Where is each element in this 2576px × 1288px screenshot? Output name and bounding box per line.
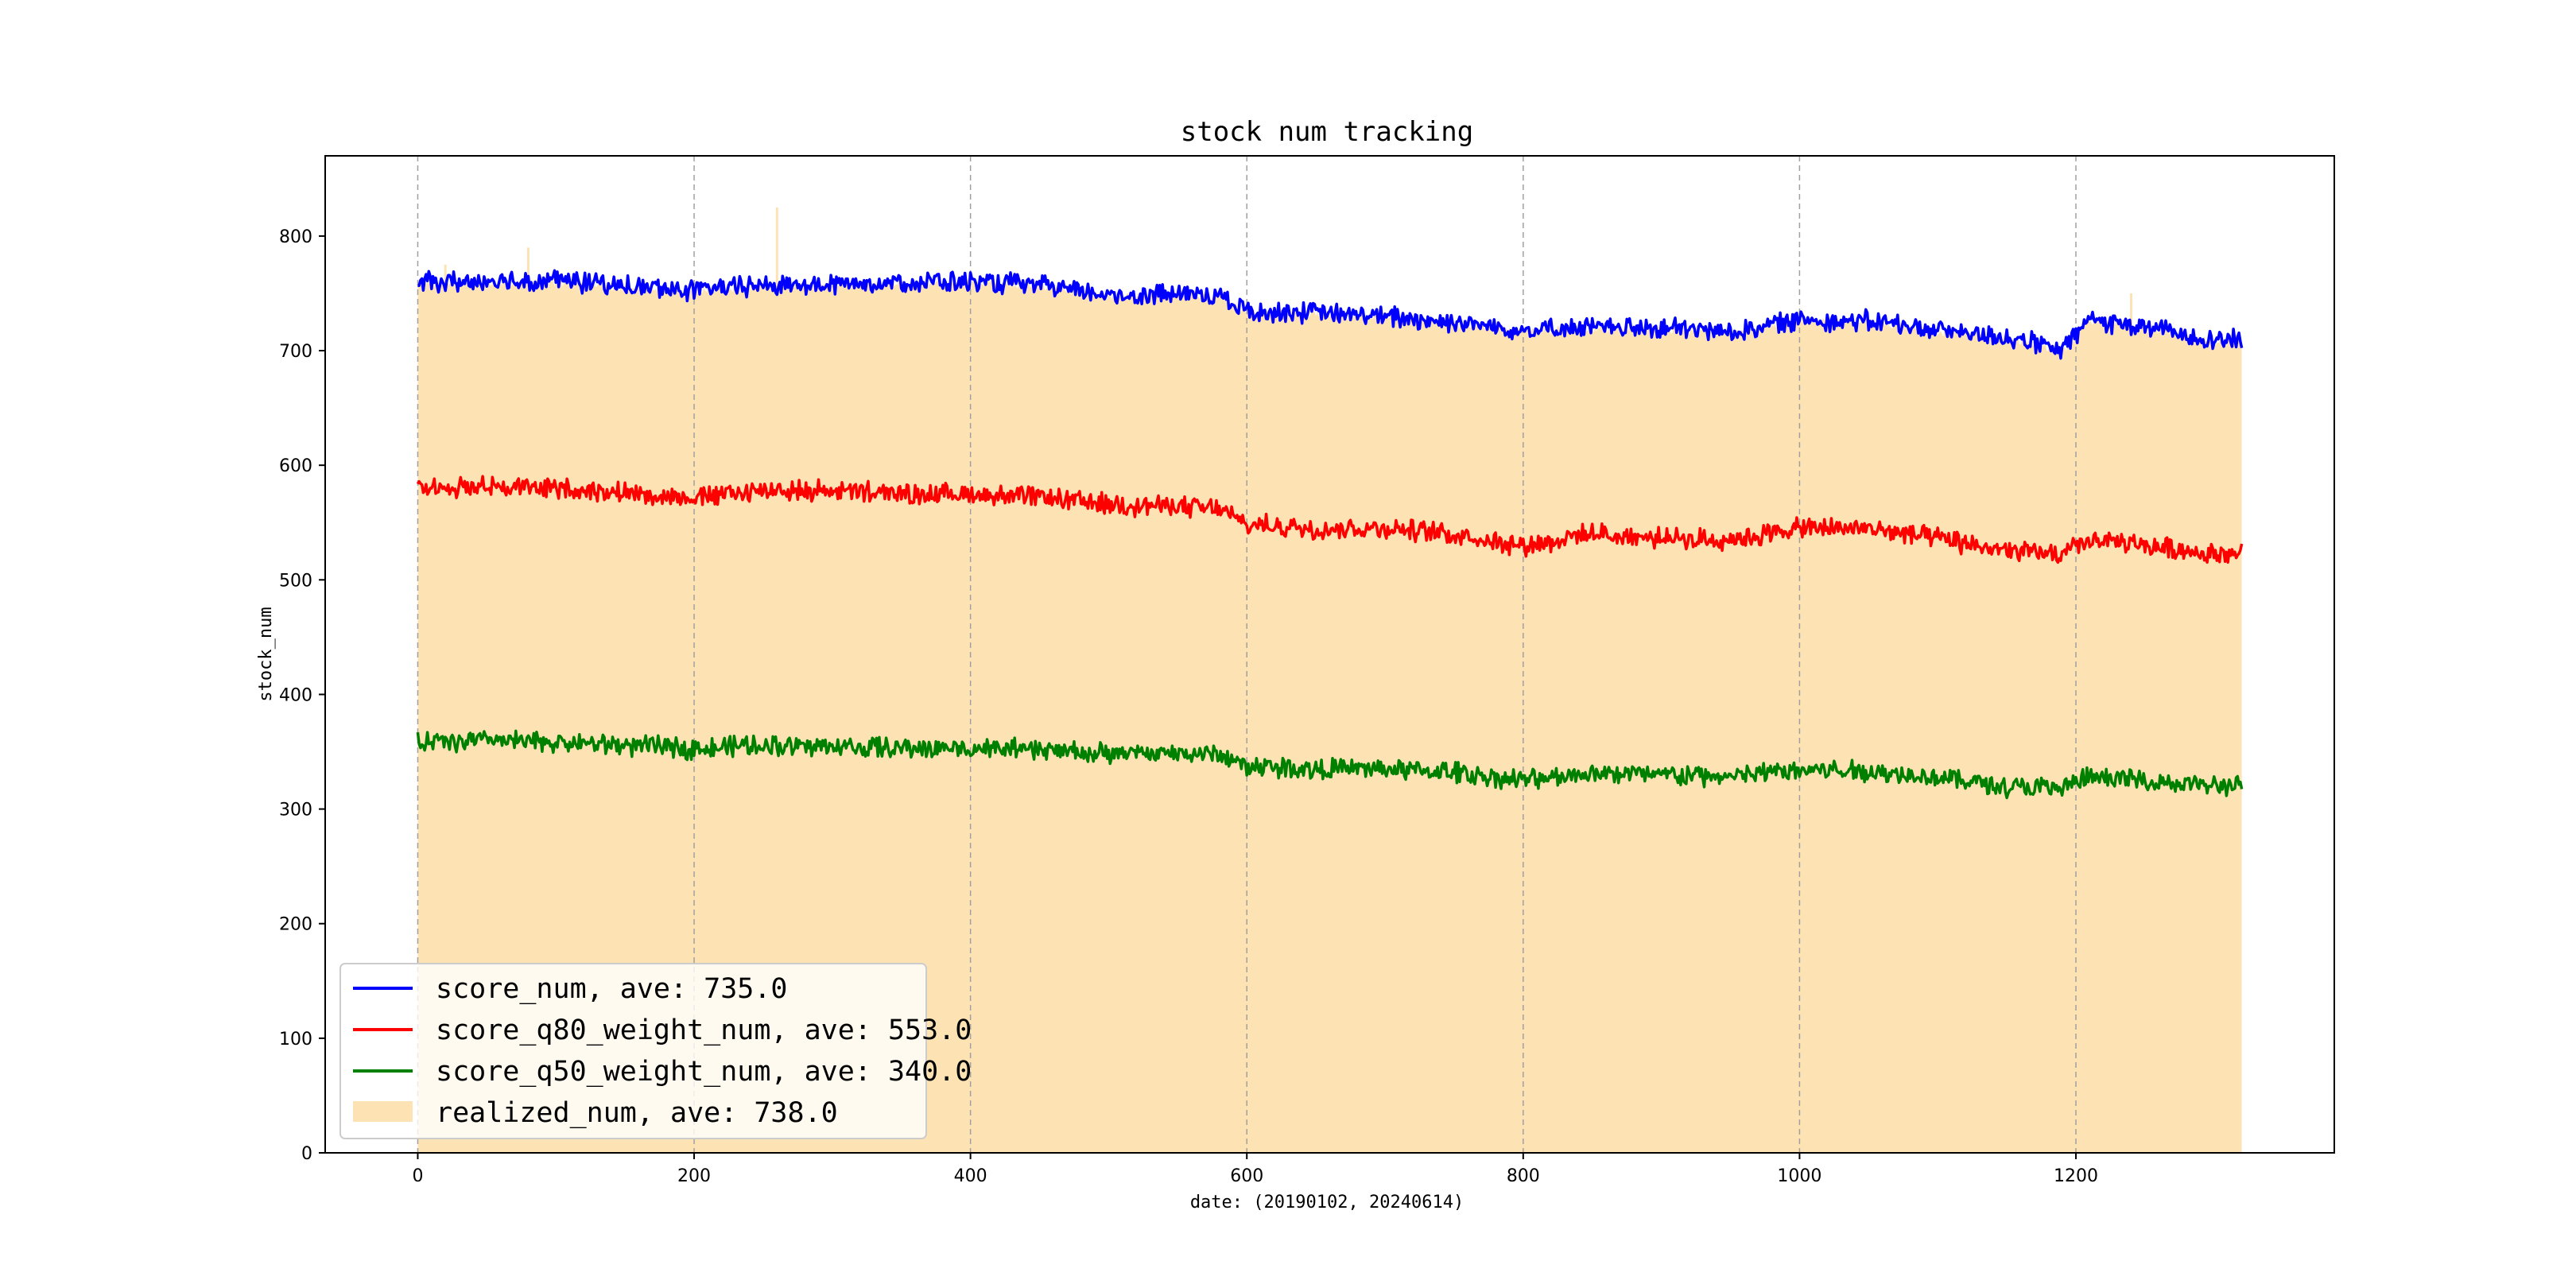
y-axis: 0 100 200 300 400 500 600 700 800 xyxy=(279,227,325,1164)
line-layer xyxy=(416,269,2244,800)
y-tick-label-800: 800 xyxy=(279,227,312,247)
chart-title: stock num tracking xyxy=(1181,116,1473,148)
x-tick-label-0: 0 xyxy=(412,1166,423,1186)
y-tick-label-600: 600 xyxy=(279,456,312,476)
y-tick-label-400: 400 xyxy=(279,685,312,705)
x-tick-label-400: 400 xyxy=(954,1166,987,1186)
line-score-q50-weight-num xyxy=(416,729,2244,800)
legend-label-realized-num: realized_num, ave: 738.0 xyxy=(436,1097,838,1129)
legend: score_num, ave: 735.0 score_q80_weight_n… xyxy=(339,963,972,1139)
legend-label-score-q80-weight-num: score_q80_weight_num, ave: 553.0 xyxy=(436,1014,972,1046)
plot-area xyxy=(324,155,2335,1154)
x-tick-label-600: 600 xyxy=(1230,1166,1263,1186)
x-tick-label-800: 800 xyxy=(1507,1166,1540,1186)
x-tick-label-1000: 1000 xyxy=(1777,1166,1821,1186)
line-score-num xyxy=(417,269,2244,360)
y-tick-label-0: 0 xyxy=(301,1144,312,1164)
y-tick-label-300: 300 xyxy=(279,801,312,821)
y-axis-label: stock_num xyxy=(256,607,276,701)
legend-swatch-realized-num xyxy=(353,1101,413,1122)
y-tick-label-500: 500 xyxy=(279,571,312,591)
x-axis: 0 200 400 600 800 1000 1200 xyxy=(412,1153,2098,1186)
y-tick-label-700: 700 xyxy=(279,342,312,362)
plot-frame xyxy=(324,155,2335,1154)
legend-label-score-num: score_num, ave: 735.0 xyxy=(436,973,788,1005)
legend-box xyxy=(339,963,927,1139)
y-tick-label-200: 200 xyxy=(279,915,312,935)
y-tick-label-100: 100 xyxy=(279,1030,312,1049)
line-score-q80-weight-num xyxy=(416,475,2244,564)
legend-label-score-q50-weight-num: score_q50_weight_num, ave: 340.0 xyxy=(436,1056,972,1088)
x-tick-label-200: 200 xyxy=(677,1166,711,1186)
x-tick-label-1200: 1200 xyxy=(2054,1166,2098,1186)
x-axis-label: date: (20190102, 20240614) xyxy=(1190,1193,1464,1212)
